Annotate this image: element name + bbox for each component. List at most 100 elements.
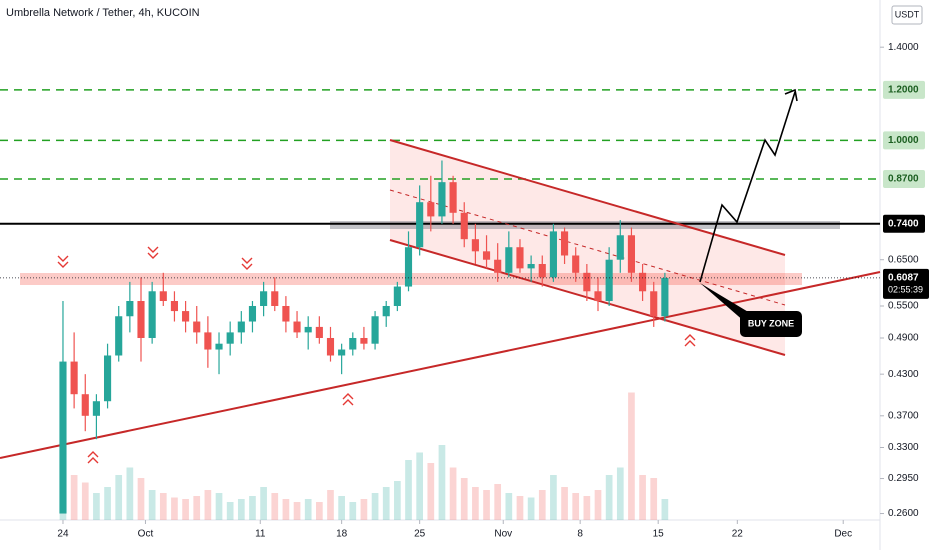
chevron-up [342,399,354,406]
chevron-down [241,257,253,264]
candle-body [382,305,390,317]
volume-bar [639,475,646,520]
candle-body [438,182,446,217]
candle-body [349,337,357,350]
volume-bar [416,452,424,520]
candle-body [449,182,457,213]
chevrons [57,246,696,464]
volume-bar [472,487,479,520]
volume-bar [572,493,580,520]
volume-bar [148,490,156,520]
volume-bar [304,499,312,520]
volume-bar [405,460,412,520]
candle-body [103,355,112,402]
currency-box [891,5,923,25]
volume-bar [427,463,435,520]
volume-bar [605,475,613,520]
candle-body [59,361,67,514]
volume-bar [538,490,546,520]
volume-bar [293,502,301,520]
chevron-down [147,252,159,259]
chevron-down [57,255,69,262]
volume-bar [171,497,178,520]
candle-body [326,337,335,356]
countdown-label: 02:55:39 [888,284,923,294]
channel-lower [389,239,786,356]
x-tick-label: 15 [653,529,665,540]
candle-body [560,231,569,256]
volume-bar [226,502,234,520]
candle-body [193,321,201,333]
volume-bar [237,499,245,520]
x-tick-label: 8 [577,529,583,540]
volume-bar [104,487,111,520]
channel-fill [390,140,785,355]
candle-body [237,321,245,333]
candle-body [661,277,669,317]
x-tick-label: 25 [414,529,426,540]
candle-body [126,301,134,317]
candle-body [260,291,268,306]
candle-body [494,259,502,273]
candle-body [549,231,557,278]
y-tick-label: 0.2950 [888,473,919,484]
volume-bar [137,478,145,520]
chevron-up [87,457,99,464]
chevron-down [147,246,159,253]
candle-body [471,239,479,252]
y-tick-label: 1.4000 [888,42,919,53]
level-label: 1.0000 [888,135,919,146]
y-tick-label: 0.2600 [888,508,919,519]
callout-pointer [700,283,750,322]
candle-body [137,301,145,338]
candle-body [215,343,223,350]
candle-body [505,247,513,273]
candle-body [371,316,379,344]
candle-body [616,235,624,260]
volume-bar [126,467,134,520]
candle-body [159,291,167,302]
currency-label: USDT [895,9,920,19]
y-tick-label: 0.5500 [888,301,919,312]
candle-body [605,259,613,302]
chevron-up [87,451,99,458]
candle-body [170,301,179,312]
chevron-down [57,261,69,268]
candle-body [416,202,424,248]
chevron-up [684,340,696,347]
volume-bar [70,475,78,520]
candle-body [293,321,301,333]
level-label-box [883,214,925,233]
volume-bar [327,490,334,520]
candle-body [92,401,100,416]
candle-body [360,337,368,344]
level-label: 1.2000 [888,85,919,96]
volume-bar [260,487,267,520]
x-tick-label: Dec [834,529,852,540]
candle-body [639,272,647,292]
candle-body [282,305,290,322]
y-tick-label: 0.6500 [888,254,919,265]
volume-bar [282,499,290,520]
candles-layer [59,160,669,514]
chevron-down [241,263,253,270]
candle-body [627,235,636,273]
x-tick-label: 22 [732,529,744,540]
level-label: 0.8700 [888,174,919,185]
candle-body [115,316,123,356]
chevron-up [684,334,696,341]
volume-bar [315,502,323,520]
candle-body [572,255,580,273]
x-tick-label: 18 [336,529,348,540]
candle-body [393,286,401,306]
candle-body [182,311,190,322]
candle-body [538,264,546,278]
volume-bar [193,496,201,520]
volume-bar [159,493,167,520]
volume-bar [594,490,602,520]
y-tick-label: 0.4300 [888,369,919,380]
candle-body [226,332,234,344]
y-tick-label: 0.3700 [888,410,919,421]
candle-body [460,212,468,240]
